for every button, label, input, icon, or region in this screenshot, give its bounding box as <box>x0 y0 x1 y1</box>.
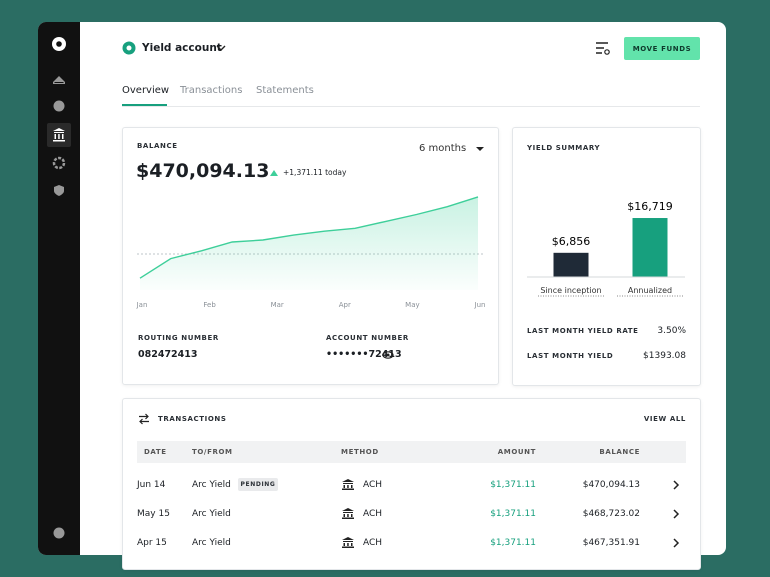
bank-icon <box>53 128 65 142</box>
table-header <box>137 441 686 463</box>
sidebar-icons <box>47 37 71 539</box>
filter-icon[interactable] <box>595 41 611 55</box>
logo-hole <box>56 41 62 47</box>
pending-badge <box>238 478 278 491</box>
date: Jun 14 <box>137 480 166 490</box>
yield-card <box>512 127 701 386</box>
yield-title: YIELD SUMMARY <box>527 144 601 152</box>
x-tick-label: May <box>405 301 419 309</box>
settings-icon[interactable] <box>52 156 66 170</box>
balance-change: +1,371.11 today <box>283 168 347 177</box>
date: Apr 15 <box>137 538 167 548</box>
counterparty: Arc Yield <box>192 509 231 519</box>
yield-row-label: LAST MONTH YIELD RATE <box>527 327 639 335</box>
tab-underline <box>122 104 167 106</box>
bank-glyph <box>342 508 354 519</box>
row-balance: $470,094.13 <box>582 480 640 490</box>
bank-glyph <box>342 537 354 548</box>
balance-label: BALANCE <box>137 142 178 150</box>
x-tick-label: Jun <box>474 301 486 309</box>
column-header: AMOUNT <box>497 448 536 456</box>
x-tick-label: Mar <box>271 301 284 309</box>
chevron-glyph <box>673 538 680 548</box>
yield-row-label: LAST MONTH YIELD <box>527 352 614 360</box>
chevron-glyph <box>673 480 680 490</box>
column-header: TO/FROM <box>192 448 233 456</box>
bar-value-label: $6,856 <box>552 235 591 248</box>
counterparty: Arc Yield <box>192 480 231 490</box>
bank-icon <box>342 508 354 519</box>
bar-category-label: Since inception <box>540 286 601 295</box>
tab[interactable]: Statements <box>256 85 314 96</box>
move-funds-button[interactable] <box>624 37 700 60</box>
period-select[interactable]: 6 months <box>419 143 467 154</box>
yield-row-value: 3.50% <box>657 326 686 336</box>
x-tick-label: Feb <box>203 301 216 309</box>
method: ACH <box>363 480 383 490</box>
tab[interactable]: Transactions <box>180 85 243 96</box>
bar-category-label: Annualized <box>628 286 672 295</box>
bar-value-label: $16,719 <box>627 200 673 213</box>
eye-icon[interactable] <box>382 351 394 359</box>
bank-glyph <box>342 479 354 490</box>
account-label: ACCOUNT NUMBER <box>326 334 409 342</box>
row-chevron[interactable] <box>672 509 680 519</box>
profile-icon[interactable] <box>53 527 65 539</box>
money-icon[interactable] <box>53 100 65 112</box>
security-icon[interactable] <box>54 185 64 196</box>
bank-icon <box>342 537 354 548</box>
column-header: DATE <box>144 448 167 456</box>
transactions-title: TRANSACTIONS <box>158 415 227 423</box>
routing-number: 082472413 <box>138 349 198 360</box>
row-chevron[interactable] <box>672 480 680 490</box>
row-balance: $467,351.91 <box>582 538 640 548</box>
x-tick-label: Apr <box>339 301 351 309</box>
amount: $1,371.11 <box>490 509 536 519</box>
bank-icon <box>342 479 354 490</box>
x-tick-label: Jan <box>136 301 148 309</box>
balance-amount: $470,094.13 <box>136 160 270 182</box>
account-caret[interactable] <box>216 44 226 52</box>
yield-chart: $6,856 Since inception $16,719 Annualized <box>527 200 685 297</box>
area <box>140 196 478 290</box>
balance-line <box>139 196 479 279</box>
up-arrow <box>270 170 278 176</box>
home-icon[interactable] <box>53 76 65 84</box>
method: ACH <box>363 538 383 548</box>
tab-divider <box>122 106 700 107</box>
balance-chart: Jan Feb Mar Apr May Jun <box>136 196 486 309</box>
date: May 15 <box>137 509 170 519</box>
routing-label: ROUTING NUMBER <box>138 334 219 342</box>
account-number: •••••••72413 <box>326 349 402 360</box>
amount: $1,371.11 <box>490 480 536 490</box>
button-label: MOVE FUNDS <box>632 45 692 53</box>
account-name[interactable]: Yield account <box>142 42 222 54</box>
column-header: BALANCE <box>599 448 640 456</box>
method: ACH <box>363 509 383 519</box>
amount: $1,371.11 <box>490 538 536 548</box>
transactions-card <box>122 398 701 570</box>
badge-label: PENDING <box>240 481 276 488</box>
period-caret[interactable] <box>476 146 484 152</box>
bar <box>553 252 589 277</box>
yield-row-value: $1393.08 <box>643 351 686 361</box>
view-all[interactable]: VIEW ALL <box>643 415 686 423</box>
row-balance: $468,723.02 <box>582 509 640 519</box>
bar <box>632 218 668 277</box>
counterparty: Arc Yield <box>192 538 231 548</box>
transfer-icon <box>139 413 149 425</box>
row-chevron[interactable] <box>672 538 680 548</box>
chevron-glyph <box>673 509 680 519</box>
column-header: METHOD <box>341 448 379 456</box>
tab-active[interactable]: Overview <box>122 85 170 96</box>
account-logo <box>122 41 136 55</box>
